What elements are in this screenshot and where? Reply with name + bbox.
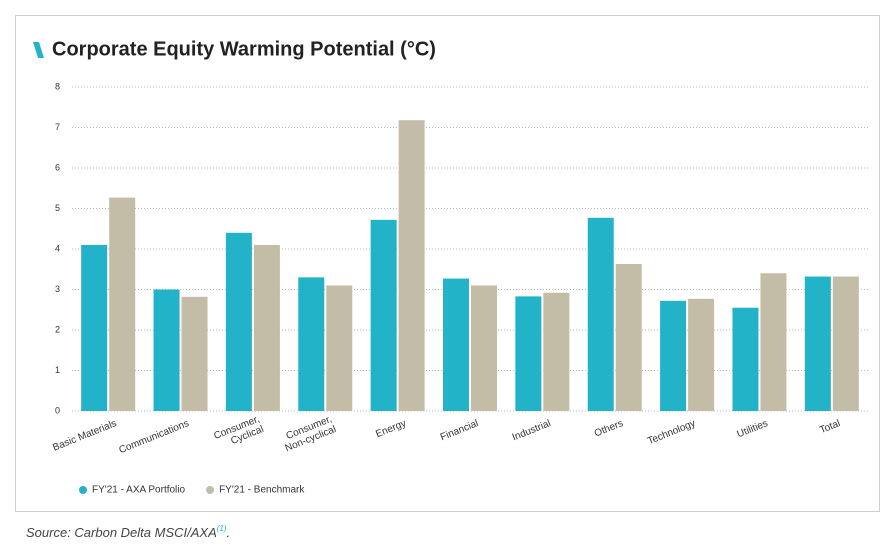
legend-label: FY'21 - Benchmark (219, 485, 305, 496)
x-tick-label: Technology (646, 418, 697, 447)
bar (660, 300, 687, 411)
bar (543, 292, 570, 411)
bar (225, 232, 252, 411)
y-tick-label: 4 (55, 243, 60, 253)
bar (515, 296, 542, 411)
legend-label: FY'21 - AXA Portfolio (92, 485, 186, 496)
x-tick-label: Utilities (736, 418, 770, 440)
y-tick-label: 6 (55, 162, 60, 172)
source-note: (1) (217, 524, 227, 533)
bar (370, 219, 397, 411)
source: Source: Carbon Delta MSCI/AXA(1). (26, 524, 230, 540)
x-tick-label: Total (818, 418, 842, 436)
legend-swatch (79, 486, 87, 494)
bar (81, 244, 108, 411)
legend-swatch (206, 486, 215, 494)
y-tick-label: 3 (55, 284, 60, 294)
bar (153, 289, 180, 411)
x-tick-label: Communications (117, 418, 190, 456)
x-tick-label: Industrial (511, 418, 553, 443)
bar (298, 277, 325, 411)
x-tick-label: Others (593, 418, 625, 439)
bar (832, 276, 859, 411)
bar (181, 296, 208, 411)
x-tick-label: Energy (374, 418, 408, 440)
source-end: . (227, 525, 231, 540)
bar (326, 285, 353, 411)
x-tick-label: Consumer,Cyclical (212, 413, 265, 452)
bar (398, 120, 425, 412)
bar (804, 276, 831, 411)
y-tick-label: 0 (55, 405, 60, 415)
y-tick-label: 8 (55, 81, 60, 91)
x-tick-label: Consumer,Non-cyclical (279, 413, 337, 454)
bar (253, 244, 280, 411)
bar (688, 298, 715, 411)
chart-title: Corporate Equity Warming Potential (°C) (52, 38, 436, 60)
x-tick-label: Financial (439, 418, 480, 443)
source-text: Source: Carbon Delta MSCI/AXA (26, 525, 217, 540)
y-tick-label: 5 (55, 203, 60, 213)
bar (587, 217, 614, 411)
frame (15, 15, 880, 512)
y-tick-label: 2 (55, 324, 60, 334)
x-tick-label: Basic Materials (51, 418, 118, 454)
bar (443, 278, 469, 411)
y-tick-label: 1 (55, 365, 60, 375)
bar (109, 197, 136, 411)
bar (732, 307, 759, 411)
bar (760, 273, 787, 411)
bar (471, 285, 497, 411)
y-tick-label: 7 (55, 122, 60, 132)
bar (615, 263, 642, 411)
title-icon (33, 42, 44, 58)
